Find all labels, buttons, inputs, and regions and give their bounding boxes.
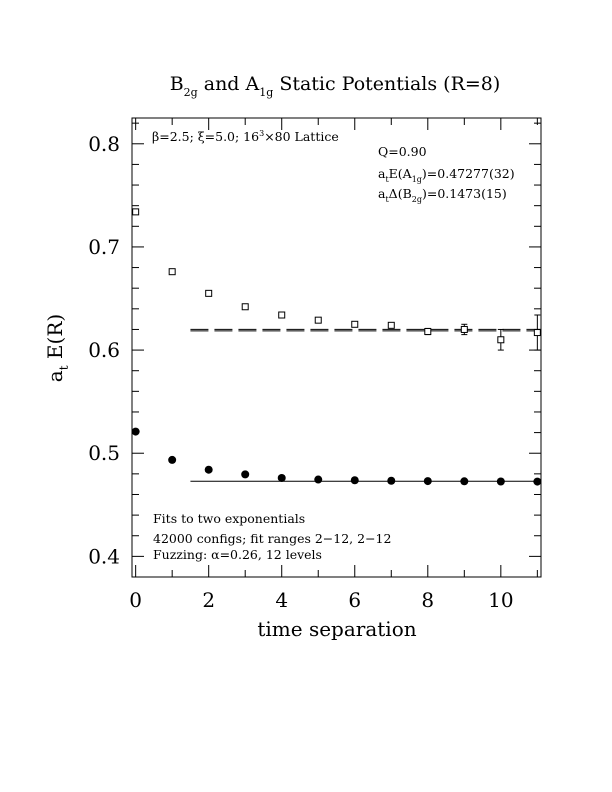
x-tick-label: 6 [348, 588, 361, 612]
data-point [533, 329, 541, 337]
x-axis-label: time separation [257, 617, 416, 641]
q-annotation: Q=0.90 [378, 144, 427, 159]
data-point [423, 477, 432, 486]
x-tick-label: 4 [275, 588, 288, 612]
y-axis-label: at E(R) [43, 314, 71, 382]
fits-annotation: Fits to two exponentials [153, 511, 305, 526]
data-point [460, 325, 468, 333]
y-tick-label: 0.6 [88, 338, 120, 362]
b2g-gap-annotation: atΔ(B2g)=0.1473(15) [378, 186, 507, 204]
x-tick-label: 10 [488, 588, 513, 612]
data-point [204, 465, 213, 474]
data-point [278, 311, 286, 319]
data-point [241, 470, 250, 479]
y-tick-label: 0.4 [88, 544, 120, 568]
plot-frame [131, 117, 542, 578]
data-point [168, 455, 177, 464]
data-point [460, 477, 469, 486]
data-point [351, 320, 359, 328]
y-tick-label: 0.7 [88, 235, 120, 259]
fuzzing-annotation: Fuzzing: α=0.26, 12 levels [153, 547, 322, 562]
data-point [387, 476, 396, 485]
data-point [533, 477, 542, 486]
data-point [205, 289, 213, 297]
data-point [497, 336, 505, 344]
data-point [496, 477, 505, 486]
data-point [314, 316, 322, 324]
x-tick-label: 8 [421, 588, 434, 612]
configs-annotation: 42000 configs; fit ranges 2−12, 2−12 [153, 531, 391, 546]
a1g-energy-annotation: atE(A1g)=0.47277(32) [378, 166, 515, 184]
data-point [132, 208, 140, 216]
data-point [350, 476, 359, 485]
data-point [241, 303, 249, 311]
y-tick-label: 0.8 [88, 132, 120, 156]
lattice-annotation: β=2.5; ξ=5.0; 163×80 Lattice [152, 129, 339, 144]
data-point [168, 268, 176, 276]
chart-title: B2g and A1g Static Potentials (R=8) [170, 73, 501, 99]
data-point [131, 427, 140, 436]
data-point [424, 328, 432, 336]
data-point [277, 473, 286, 482]
data-point [314, 475, 323, 484]
y-tick-label: 0.5 [88, 441, 120, 465]
x-tick-label: 0 [129, 588, 142, 612]
data-point [387, 321, 395, 329]
x-tick-label: 2 [202, 588, 215, 612]
